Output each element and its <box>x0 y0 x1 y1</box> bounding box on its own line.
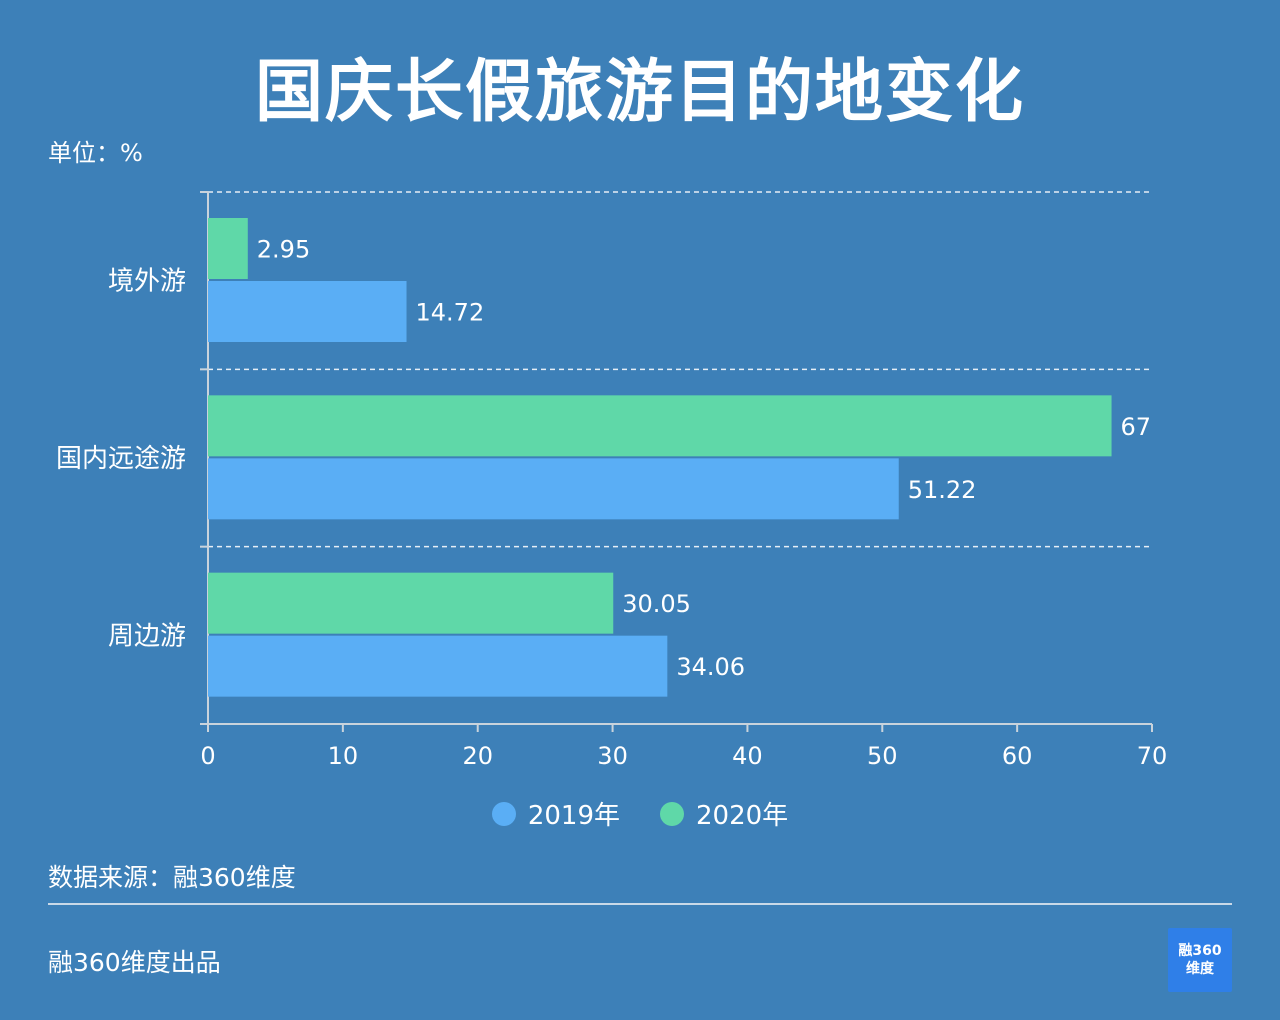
x-tick-label: 0 <box>200 742 215 770</box>
x-tick-label: 50 <box>867 742 898 770</box>
logo-line-2: 维度 <box>1186 961 1214 977</box>
legend-item-2019: 2019年 <box>491 795 620 832</box>
bar-chart: 0 10 20 30 40 50 60 70 境外游 2.95 14.72 国内远途游 67 51.22 周… <box>56 191 1168 770</box>
x-tick-label: 30 <box>597 742 628 770</box>
legend-dot-2020 <box>660 801 684 826</box>
bar-2020 <box>208 218 248 279</box>
data-label: 67 <box>1121 413 1152 441</box>
x-tick-label: 20 <box>462 742 493 770</box>
category-label: 周边游 <box>108 621 186 651</box>
bar-2020 <box>208 395 1112 457</box>
legend-item-2020: 2020年 <box>660 795 788 832</box>
bar-2020 <box>208 572 614 634</box>
category-label: 境外游 <box>108 267 186 297</box>
data-label: 14.72 <box>416 299 485 327</box>
chart-title: 国庆长假旅游目的地变化 <box>254 53 1025 132</box>
bar-2019 <box>208 281 407 342</box>
footer-credit: 融360维度出品 <box>48 948 221 977</box>
logo-line-1: 融360 <box>1178 943 1222 959</box>
data-label: 2.95 <box>257 236 310 264</box>
category-label: 国内远途游 <box>56 444 186 474</box>
legend-label-2019: 2019年 <box>527 801 620 831</box>
data-source: 数据来源：融360维度 <box>48 863 296 892</box>
x-tick-label: 40 <box>732 742 763 770</box>
unit-label: 单位：% <box>48 139 143 167</box>
bar-2019 <box>208 458 899 520</box>
data-label: 34.06 <box>676 653 745 681</box>
legend: 2019年 2020年 <box>0 795 1280 832</box>
data-label: 51.22 <box>908 476 977 504</box>
divider <box>48 903 1232 905</box>
x-tick-label: 60 <box>1002 742 1033 770</box>
bar-2019 <box>208 635 668 697</box>
legend-dot-2019 <box>491 801 516 826</box>
brand-logo: 融360 维度 <box>1168 928 1232 992</box>
data-label: 30.05 <box>622 590 691 618</box>
x-tick-label: 70 <box>1137 742 1168 770</box>
legend-label-2020: 2020年 <box>696 801 789 831</box>
x-tick-label: 10 <box>328 742 359 770</box>
